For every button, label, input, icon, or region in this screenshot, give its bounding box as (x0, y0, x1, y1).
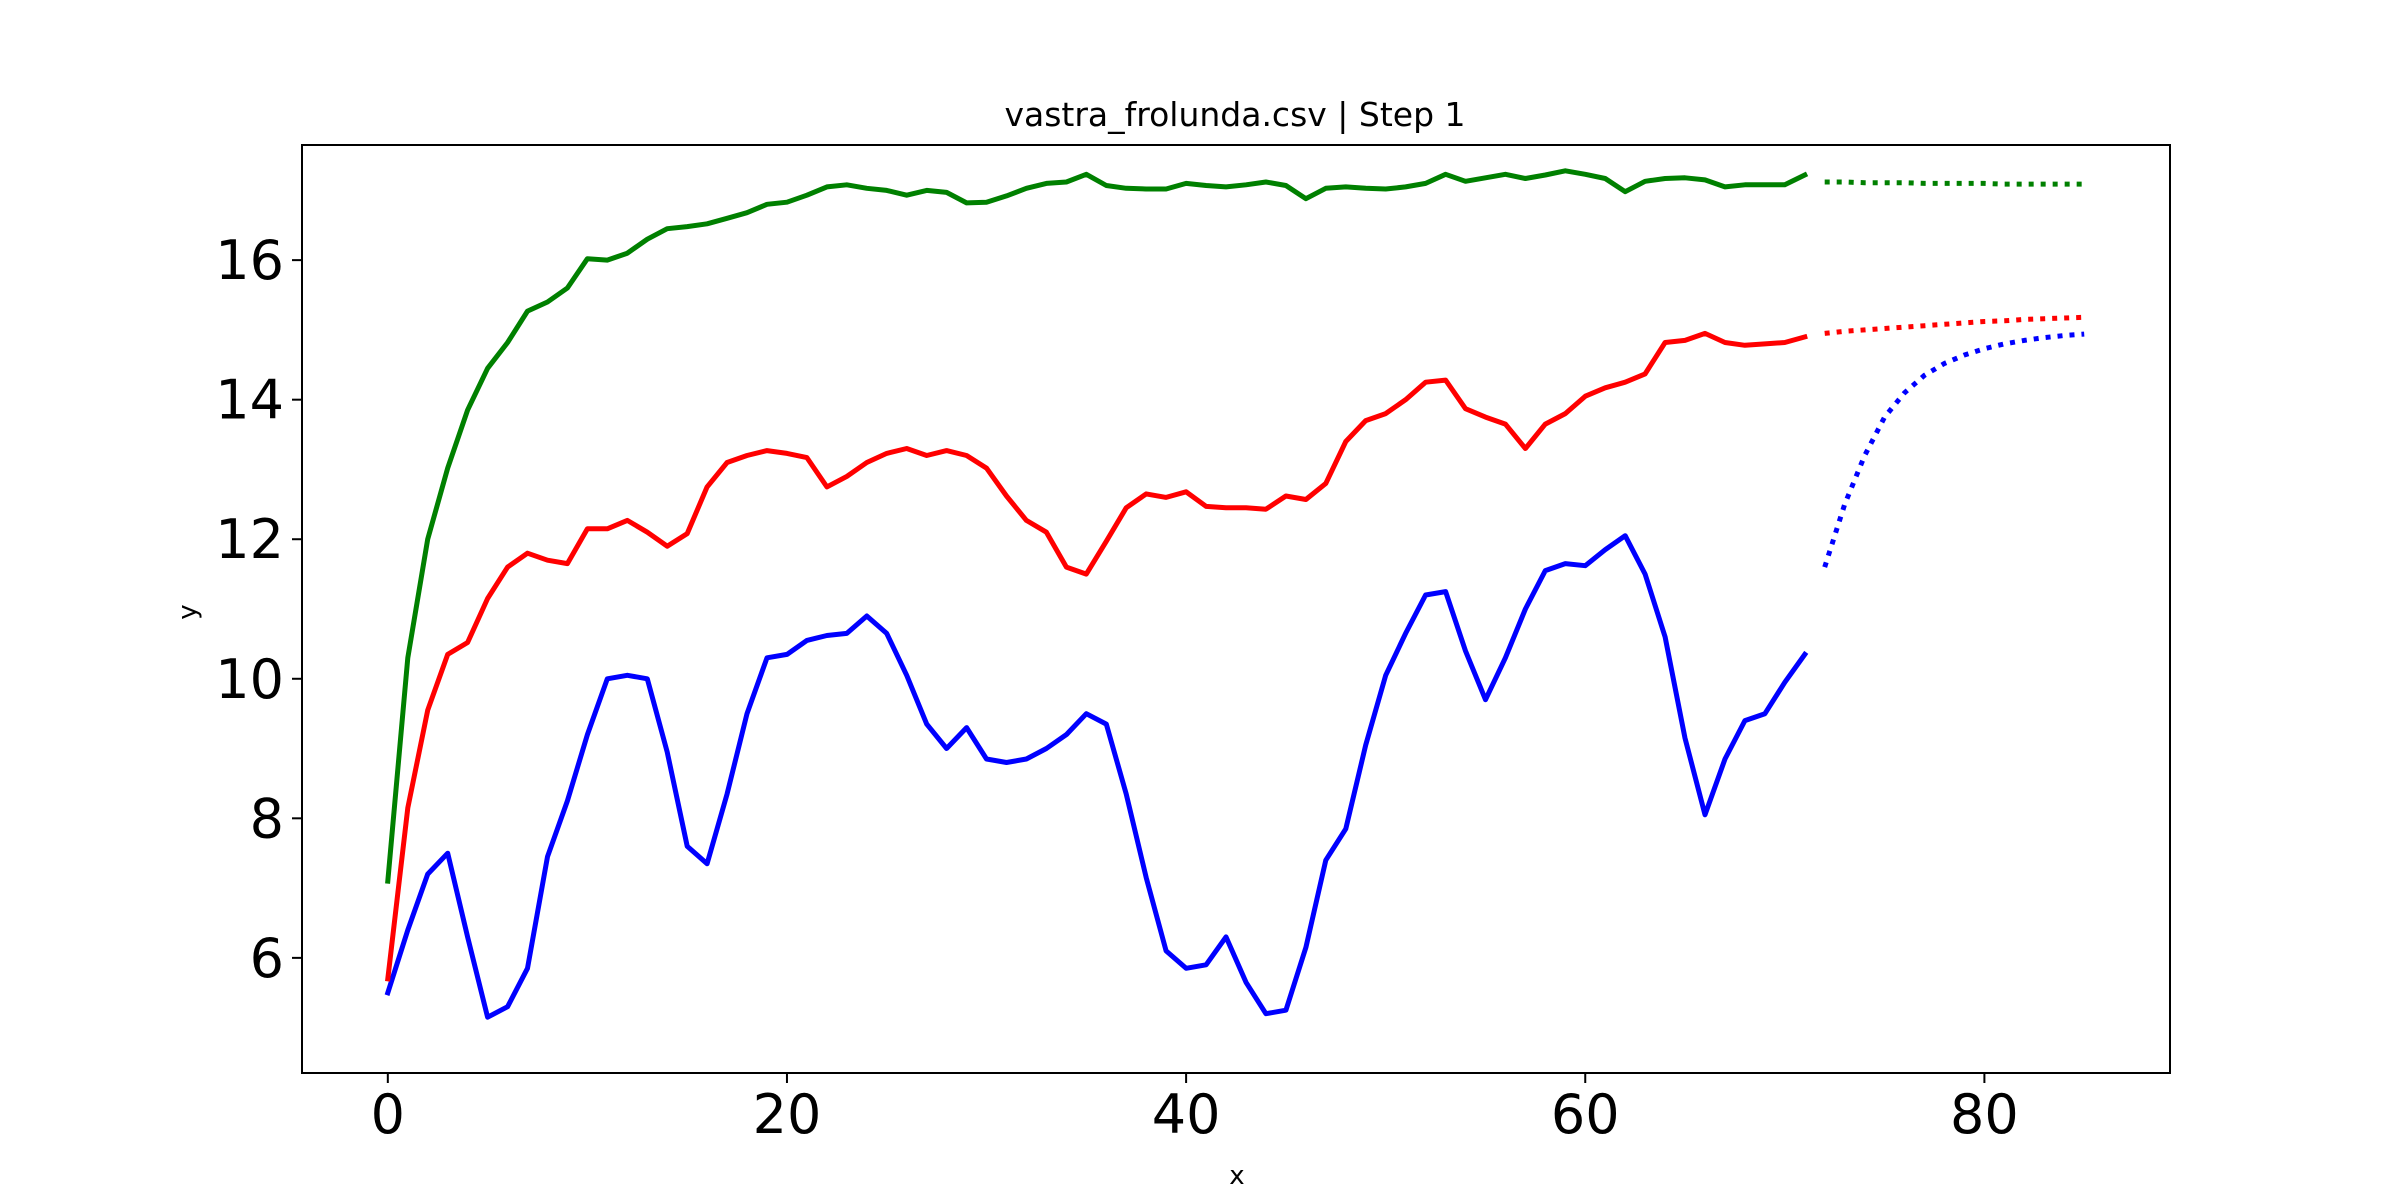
y-tick-label: 10 (215, 648, 284, 711)
x-tick-label: 60 (1551, 1083, 1620, 1146)
x-axis-label: x (1229, 1161, 1244, 1191)
series-line-4-forecast (1824, 314, 2085, 336)
y-axis-label: y (173, 604, 203, 619)
y-tick-label: 8 (250, 787, 284, 850)
series-line-3-forecast (1822, 331, 2085, 568)
y-tick-label: 6 (250, 927, 284, 990)
y-tick-label: 14 (215, 369, 284, 432)
series-line-5-forecast (1824, 179, 2085, 187)
series-line-1 (385, 330, 1808, 982)
y-tick-label: 16 (215, 229, 284, 292)
y-tick-label: 12 (215, 508, 284, 571)
chart-title: vastra_frolunda.csv | Step 1 (1004, 95, 1465, 134)
series-line-0 (384, 533, 1809, 1020)
x-tick-label: 0 (371, 1083, 405, 1146)
axis-ticks: 0 20 40 60 80 6 8 10 12 14 16 (215, 229, 2018, 1146)
series-line-2 (385, 168, 1809, 884)
series-lines (384, 168, 2085, 1020)
x-tick-label: 40 (1152, 1083, 1221, 1146)
x-tick-label: 80 (1950, 1083, 2019, 1146)
plot-area-frame (301, 144, 2171, 1074)
x-tick-label: 20 (753, 1083, 822, 1146)
